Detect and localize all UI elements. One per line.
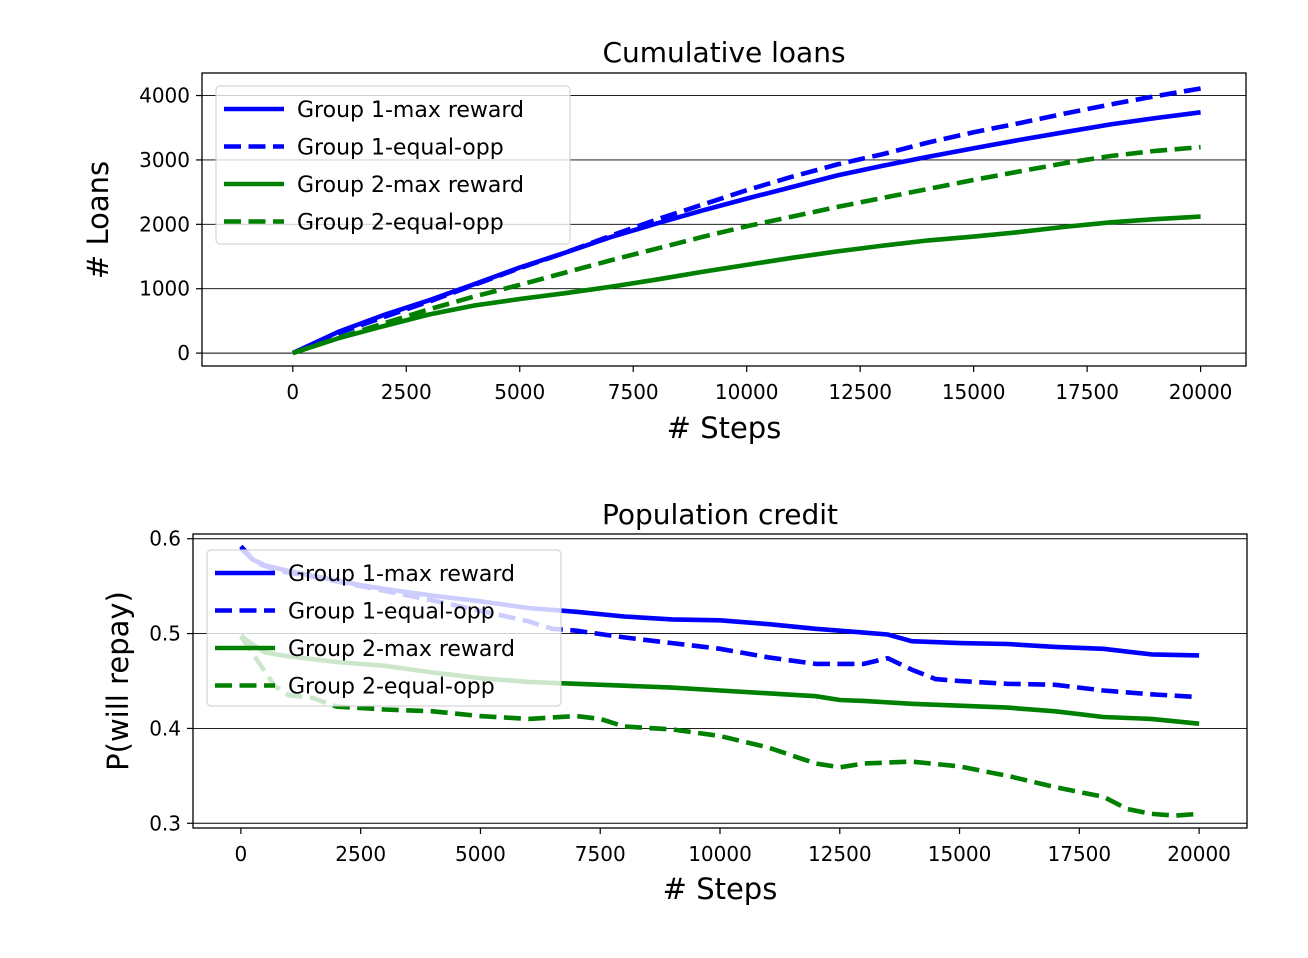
chart-title: Cumulative loans [602, 36, 845, 69]
series-line-2 [291, 86, 1201, 356]
legend-label: Group 2-equal-opp [297, 211, 504, 236]
grid-lines [193, 538, 1247, 824]
x-tick-label: 2500 [335, 842, 386, 866]
population-credit-chart: Population credit 0 2500 5000 7500 10000 1250… [101, 498, 1248, 906]
x-tick-label: 15000 [928, 842, 992, 866]
y-axis-ticks: 0 1000 2000 3000 4000 [139, 84, 202, 365]
x-axis-label: # Steps [663, 872, 778, 906]
x-tick-label: 7500 [575, 842, 626, 866]
legend-label: Group 2-equal-opp [288, 675, 495, 700]
y-axis-label: P(will repay) [101, 591, 135, 771]
legend-label: Group 1-max reward [288, 562, 515, 587]
x-tick-label: 10000 [715, 380, 779, 404]
x-axis-ticks: 0 2500 5000 7500 10000 12500 15000 17500 20000 [286, 366, 1232, 404]
x-axis-ticks: 0 2500 5000 7500 10000 12500 15000 17500 20000 [235, 828, 1231, 866]
y-axis-label: # Loans [81, 161, 115, 279]
chart-title: Population credit [602, 498, 838, 531]
y-tick-label: 2000 [139, 212, 190, 236]
legend: Group 1-max reward Group 1-equal-opp Group… [215, 85, 571, 245]
x-tick-label: 12500 [808, 842, 872, 866]
plot-frame [201, 72, 1247, 367]
x-tick-label: 5000 [494, 380, 545, 404]
x-axis-label: # Steps [667, 411, 782, 445]
x-tick-label: 12500 [828, 380, 892, 404]
x-tick-label: 15000 [942, 380, 1006, 404]
x-tick-label: 20000 [1169, 380, 1233, 404]
y-tick-label: 0 [177, 341, 190, 365]
y-axis-ticks: 0.3 0.4 0.5 0.6 [149, 527, 193, 835]
x-tick-label: 2500 [381, 380, 432, 404]
x-tick-label: 17500 [1055, 380, 1119, 404]
legend-label: Group 1-equal-opp [288, 600, 495, 625]
x-tick-label: 0 [235, 842, 248, 866]
y-tick-label: 0.3 [149, 811, 181, 835]
legend-label: Group 1-max reward [297, 98, 524, 123]
y-tick-label: 1000 [139, 277, 190, 301]
y-tick-label: 4000 [139, 84, 190, 108]
series-line-3 [292, 214, 1201, 356]
legend-label: Group 2-max reward [288, 637, 515, 662]
series-line-4 [292, 144, 1201, 356]
y-tick-label: 3000 [139, 148, 190, 172]
y-tick-label: 0.4 [149, 716, 181, 740]
cumulative-loans-chart: Cumulative loans 0 2500 5000 7500 10000 12500… [81, 36, 1247, 445]
legend-box [215, 85, 571, 245]
legend: Group 1-max reward Group 1-equal-opp Group… [206, 549, 562, 707]
x-tick-label: 17500 [1048, 842, 1112, 866]
legend-label: Group 2-max reward [297, 173, 524, 198]
y-tick-label: 0.5 [149, 622, 181, 646]
x-tick-label: 5000 [455, 842, 506, 866]
x-tick-label: 0 [286, 380, 299, 404]
x-tick-label: 20000 [1167, 842, 1231, 866]
x-tick-label: 7500 [608, 380, 659, 404]
legend-box [206, 549, 562, 707]
y-tick-label: 0.6 [149, 527, 181, 551]
x-tick-label: 10000 [688, 842, 752, 866]
series-lines [291, 86, 1201, 356]
series-line-4 [239, 635, 1200, 819]
legend-label: Group 1-equal-opp [297, 136, 504, 161]
